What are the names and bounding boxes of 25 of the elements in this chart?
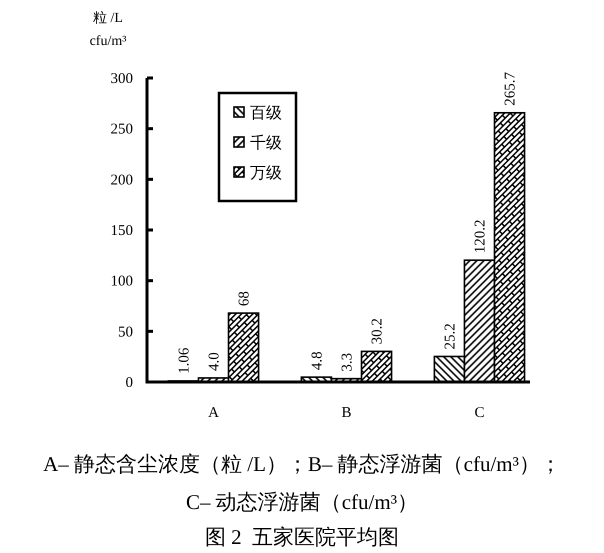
y-tick-label: 250: [110, 122, 133, 138]
data-label: 1.06: [176, 347, 192, 374]
y-tick-label: 150: [110, 223, 133, 239]
legend-label: 万级: [250, 165, 282, 182]
data-label: 4.0: [206, 352, 222, 371]
data-label: 25.2: [442, 323, 458, 350]
y-tick-label: 200: [110, 172, 133, 188]
data-label: 265.7: [502, 72, 519, 106]
data-label: 68: [236, 291, 253, 306]
y-tick-label: 0: [126, 375, 133, 391]
x-tick-label: A: [208, 405, 220, 421]
data-label: 120.2: [472, 219, 488, 254]
text: A– 静态含尘浓度（粒 /L）；B– 静态浮游菌（cfu/m³）； C– 动态浮游菌（cfu/m³）: [42, 451, 562, 516]
y-tick-label: 50: [118, 324, 133, 340]
x-tick-label: B: [341, 405, 352, 421]
x-tick-label: C: [474, 405, 484, 421]
data-label: 4.8: [309, 351, 326, 370]
data-label: 3.3: [339, 352, 356, 372]
y-tick-label: 300: [110, 71, 133, 87]
data-label: 30.2: [370, 318, 386, 344]
legend-label: 千级: [250, 134, 282, 152]
y-axis-title: 粒 /L cfu/m³: [90, 10, 126, 49]
text: 图 2 五家医院平均图: [204, 524, 400, 551]
legend-label: 百级: [250, 105, 282, 122]
y-tick-label: 100: [110, 274, 133, 290]
